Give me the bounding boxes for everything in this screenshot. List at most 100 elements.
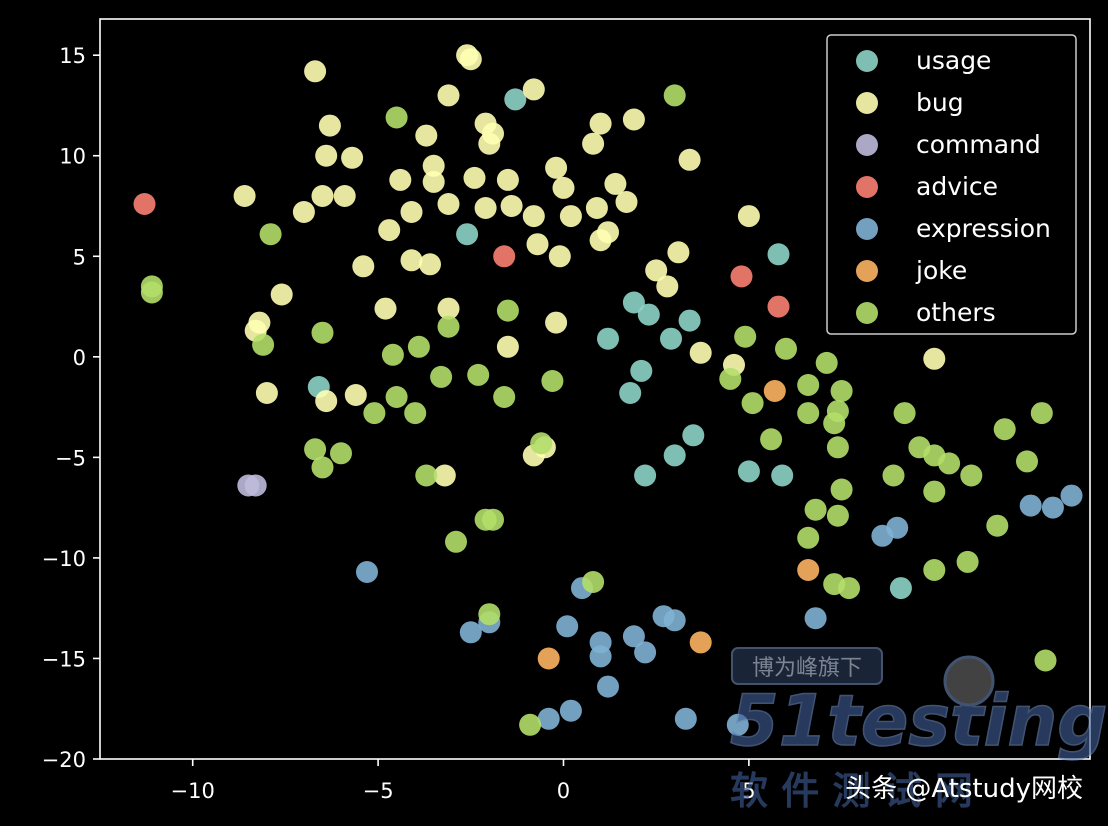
point-usage-12 (634, 464, 657, 487)
point-bug-13 (315, 144, 338, 167)
point-bug-18 (233, 185, 256, 207)
point-bug-22 (422, 170, 445, 193)
watermark-badge-box (731, 647, 883, 685)
point-bug-21 (389, 168, 412, 191)
point-expression-21 (1060, 484, 1083, 507)
point-bug-24 (496, 168, 519, 191)
legend-marker-bug (856, 92, 878, 114)
point-bug-38 (589, 229, 612, 252)
point-expression-6 (589, 645, 612, 668)
point-bug-44 (645, 259, 668, 282)
point-bug-6 (415, 124, 438, 147)
point-others-16 (493, 386, 516, 408)
point-expression-19 (1019, 494, 1042, 517)
y-tick-label: −10 (42, 547, 86, 571)
point-others-22 (445, 530, 467, 553)
point-others-56 (986, 514, 1009, 537)
point-others-11 (467, 363, 490, 386)
point-usage-16 (889, 577, 912, 600)
point-bug-35 (292, 201, 315, 223)
point-others-8 (407, 335, 430, 358)
point-bug-0 (304, 60, 327, 83)
point-others-26 (478, 603, 501, 626)
y-tick-label: −20 (42, 748, 86, 772)
legend-items: usage bug command advice expression joke other… (856, 46, 1051, 327)
legend-label-expression: expression (916, 214, 1051, 243)
point-bug-47 (737, 205, 760, 228)
point-others-10 (496, 299, 519, 322)
y-tick-label: −5 (55, 446, 86, 470)
legend-marker-usage (856, 50, 878, 72)
point-usage-10 (682, 424, 705, 447)
point-bug-34 (615, 191, 638, 213)
point-others-17 (541, 370, 564, 392)
x-tick-label: 0 (557, 779, 570, 803)
point-usage-0 (504, 88, 527, 111)
point-others-54 (923, 559, 946, 581)
point-bug-36 (378, 219, 401, 242)
watermark-logo: 51testing (730, 680, 1107, 762)
point-others-14 (363, 402, 386, 425)
point-bug-29 (474, 197, 497, 219)
point-others-48 (893, 402, 916, 425)
point-others-9 (437, 315, 460, 338)
point-usage-13 (771, 464, 794, 487)
point-expression-12 (674, 707, 697, 730)
point-bug-10 (589, 112, 612, 135)
legend: usage bug command advice expression joke other… (826, 34, 1077, 335)
point-others-18 (304, 438, 327, 461)
point-others-34 (797, 374, 820, 396)
y-tick-label: 0 (73, 346, 86, 370)
point-bug-45 (667, 241, 690, 264)
watermark: 博为峰旗下 51testing 软 件 测 试 网 (729, 647, 1108, 813)
point-bug-5 (318, 114, 341, 137)
point-usage-5 (637, 303, 660, 326)
point-usage-1 (456, 223, 479, 246)
point-bug-19 (311, 185, 334, 207)
point-advice-0 (133, 193, 156, 215)
point-others-57 (993, 418, 1016, 441)
point-others-60 (1034, 649, 1057, 672)
point-bug-9 (478, 132, 501, 155)
point-expression-20 (1041, 496, 1064, 519)
legend-marker-joke (856, 260, 878, 282)
point-bug-40 (548, 245, 571, 268)
point-usage-3 (597, 327, 619, 350)
point-joke-1 (797, 559, 820, 581)
point-others-1 (140, 281, 163, 304)
point-others-40 (830, 380, 853, 402)
point-bug-51 (374, 297, 397, 320)
point-expression-8 (622, 625, 645, 648)
point-bug-16 (545, 156, 568, 179)
point-bug-59 (344, 384, 367, 406)
point-bug-53 (545, 311, 568, 334)
point-expression-14 (537, 707, 560, 730)
point-bug-58 (315, 390, 338, 413)
point-usage-9 (630, 359, 653, 382)
legend-label-others: others (916, 298, 996, 327)
point-bug-27 (437, 193, 460, 215)
point-others-43 (804, 498, 827, 521)
point-others-5 (385, 106, 408, 129)
legend-marker-command (856, 134, 878, 156)
legend-label-command: command (916, 130, 1041, 159)
point-bug-55 (689, 341, 712, 364)
point-bug-11 (622, 108, 645, 131)
point-usage-11 (663, 444, 686, 467)
point-bug-42 (419, 253, 441, 276)
point-expression-9 (634, 641, 657, 664)
point-others-38 (823, 412, 846, 435)
point-others-36 (815, 351, 838, 374)
point-others-35 (797, 402, 820, 425)
point-others-46 (838, 577, 860, 600)
watermark-subtitle: 软 件 测 试 网 (730, 769, 973, 813)
point-others-4 (311, 321, 334, 344)
point-usage-6 (678, 309, 701, 332)
point-bug-15 (422, 154, 445, 177)
point-others-52 (938, 452, 961, 475)
watermark-logo-ring (943, 655, 995, 707)
point-others-53 (960, 464, 983, 487)
point-bug-17 (678, 148, 701, 171)
point-advice-1 (493, 245, 516, 268)
point-others-44 (826, 504, 849, 527)
